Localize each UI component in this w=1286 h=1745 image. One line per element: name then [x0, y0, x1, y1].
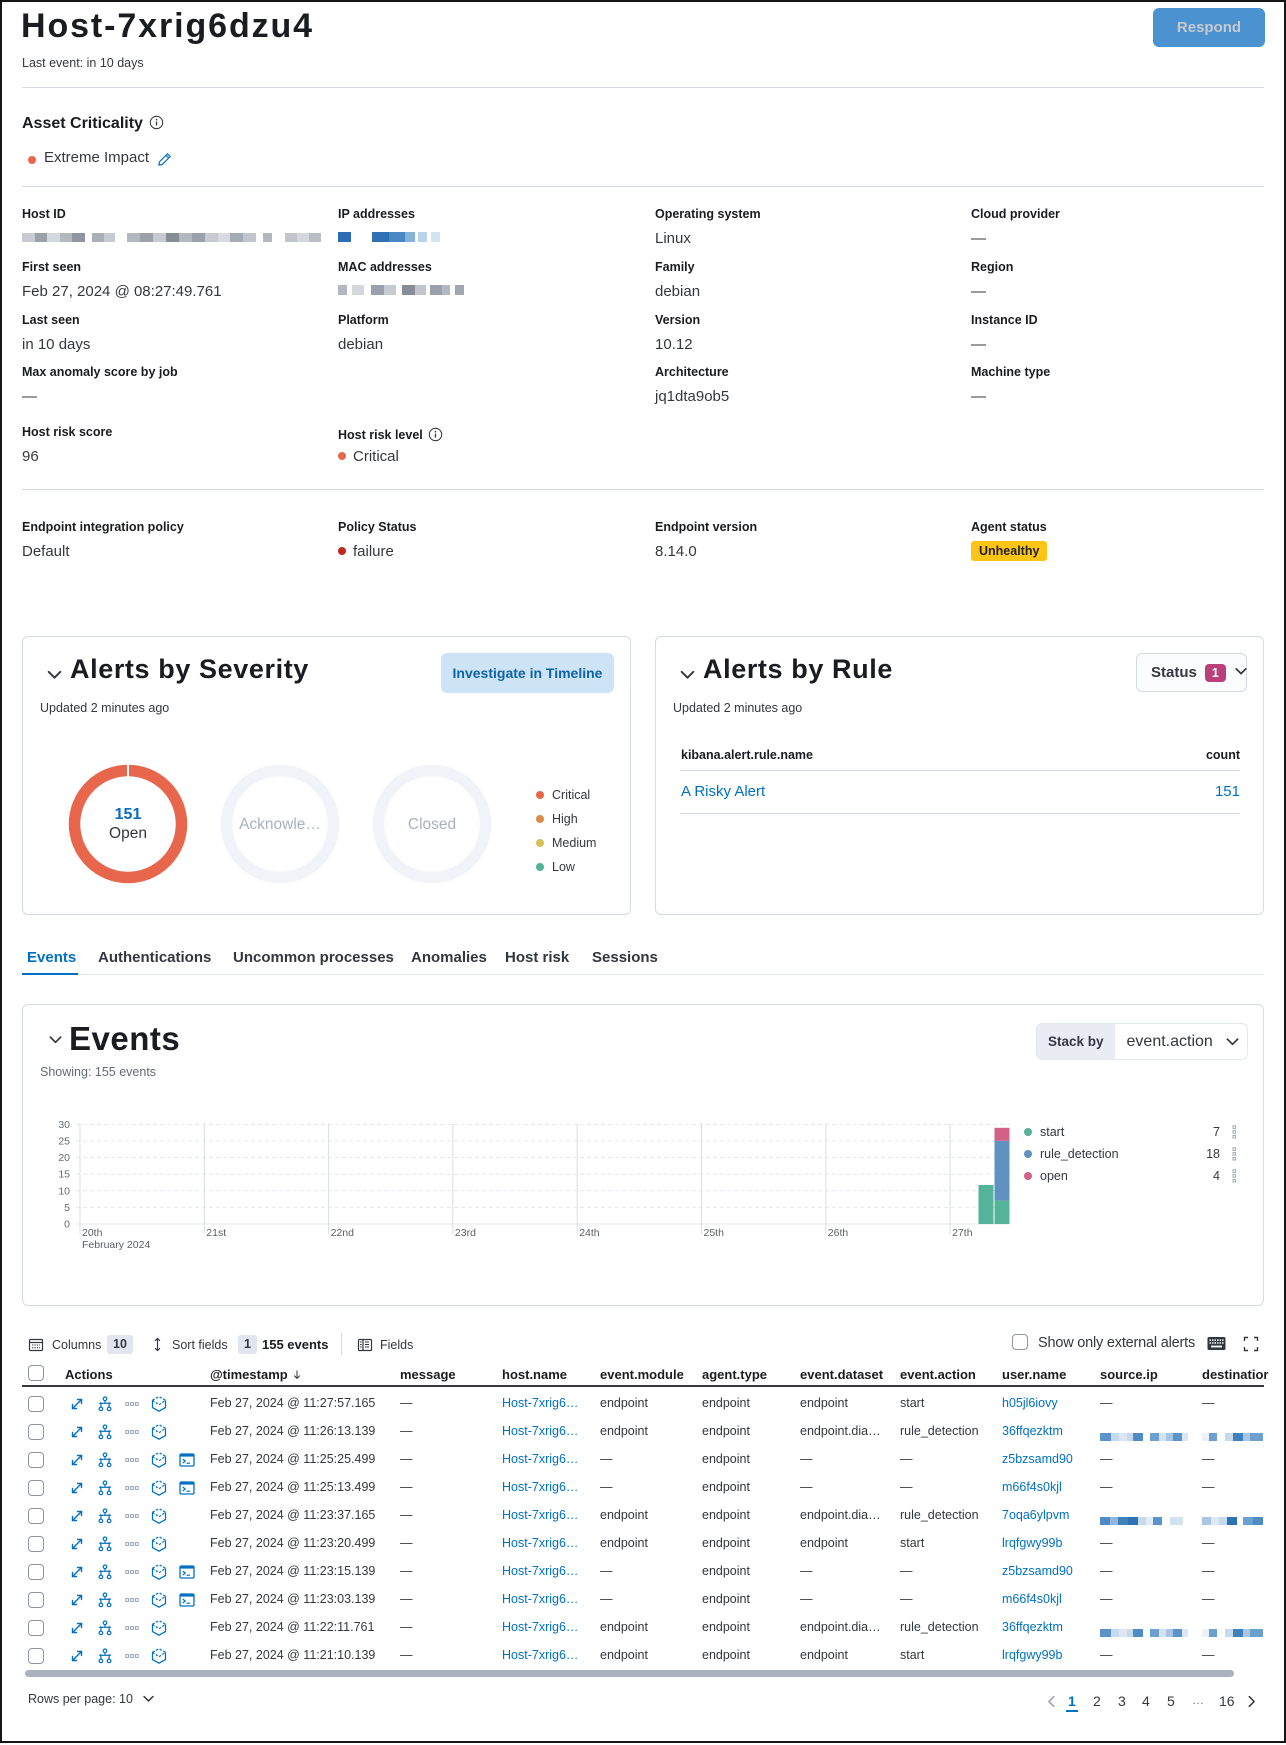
svg-text:25th: 25th — [704, 1227, 725, 1239]
svg-text:26th: 26th — [828, 1227, 849, 1239]
svg-text:21st: 21st — [206, 1227, 226, 1239]
svg-text:15: 15 — [58, 1169, 70, 1181]
svg-text:20: 20 — [58, 1152, 70, 1164]
svg-text:0: 0 — [64, 1219, 70, 1231]
svg-text:5: 5 — [64, 1202, 70, 1214]
svg-text:23rd: 23rd — [455, 1227, 476, 1239]
svg-text:25: 25 — [58, 1136, 70, 1148]
svg-text:10: 10 — [58, 1185, 70, 1197]
svg-text:30: 30 — [58, 1119, 70, 1131]
svg-text:February 2024: February 2024 — [82, 1239, 150, 1251]
svg-text:24th: 24th — [579, 1227, 600, 1239]
svg-text:20th: 20th — [82, 1227, 103, 1239]
svg-text:27th: 27th — [952, 1227, 973, 1239]
svg-text:22nd: 22nd — [331, 1227, 355, 1239]
